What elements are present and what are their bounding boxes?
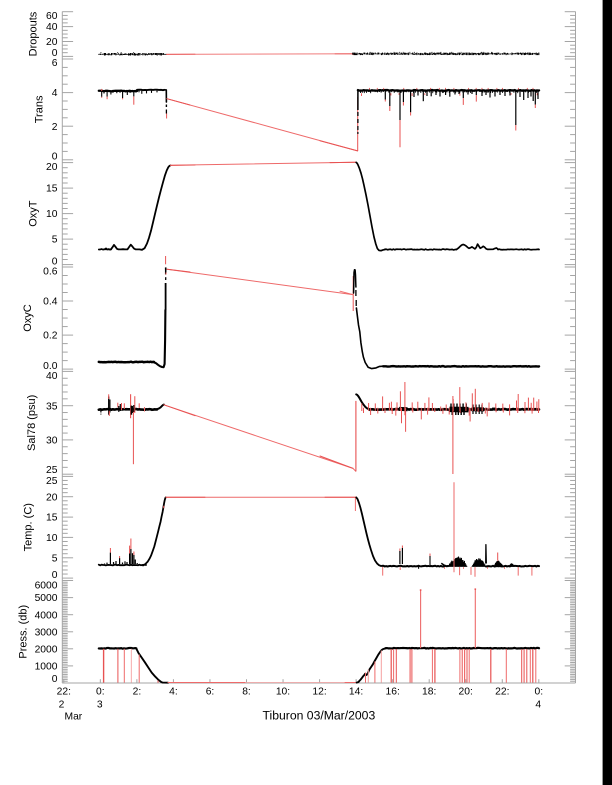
svg-text:6:: 6: <box>206 686 215 697</box>
svg-text:Mar: Mar <box>65 711 83 722</box>
svg-text:Temp. (C): Temp. (C) <box>23 503 35 551</box>
svg-text:4: 4 <box>535 699 541 710</box>
svg-text:30: 30 <box>46 436 58 447</box>
svg-text:40: 40 <box>46 371 58 382</box>
svg-text:60: 60 <box>46 11 58 22</box>
svg-text:Trans: Trans <box>34 95 46 123</box>
svg-text:5: 5 <box>52 553 58 564</box>
svg-text:20:: 20: <box>459 686 473 697</box>
svg-text:10: 10 <box>46 209 58 220</box>
svg-text:Press. (db): Press. (db) <box>18 605 30 659</box>
svg-text:10: 10 <box>46 533 58 544</box>
svg-text:1000: 1000 <box>35 662 58 673</box>
svg-text:0.4: 0.4 <box>43 297 58 308</box>
svg-text:0:: 0: <box>96 686 105 697</box>
svg-text:6000: 6000 <box>35 580 58 591</box>
svg-text:OxyC: OxyC <box>22 304 34 332</box>
svg-text:4: 4 <box>52 88 58 99</box>
svg-text:25: 25 <box>46 465 58 476</box>
svg-text:15: 15 <box>46 184 58 195</box>
svg-text:4000: 4000 <box>35 610 58 621</box>
svg-text:8:: 8: <box>242 686 251 697</box>
svg-text:5000: 5000 <box>35 593 58 604</box>
svg-text:2: 2 <box>52 122 58 133</box>
svg-text:20: 20 <box>46 492 58 503</box>
svg-text:2000: 2000 <box>35 644 58 655</box>
svg-text:0: 0 <box>52 152 58 163</box>
svg-text:35: 35 <box>46 401 58 412</box>
svg-text:6: 6 <box>52 58 58 69</box>
svg-text:3: 3 <box>97 699 103 710</box>
svg-text:22:: 22: <box>495 686 509 697</box>
svg-text:0:: 0: <box>535 686 544 697</box>
svg-text:4:: 4: <box>169 686 178 697</box>
svg-text:0.6: 0.6 <box>43 266 58 277</box>
svg-text:15: 15 <box>46 513 58 524</box>
svg-text:12:: 12: <box>312 686 326 697</box>
svg-text:16:: 16: <box>386 686 400 697</box>
svg-text:Dropouts: Dropouts <box>28 11 40 56</box>
svg-text:22:: 22: <box>57 686 71 697</box>
svg-text:0: 0 <box>52 256 58 267</box>
svg-text:40: 40 <box>46 22 58 33</box>
svg-text:0: 0 <box>52 674 58 685</box>
svg-text:0.0: 0.0 <box>43 361 58 372</box>
svg-text:14:: 14: <box>349 686 363 697</box>
svg-text:5: 5 <box>52 235 58 246</box>
svg-text:0.2: 0.2 <box>43 331 58 342</box>
svg-text:18:: 18: <box>422 686 436 697</box>
svg-text:Sal78 (psu): Sal78 (psu) <box>26 395 38 451</box>
svg-text:2:: 2: <box>133 686 142 697</box>
svg-text:3000: 3000 <box>35 627 58 638</box>
svg-text:Tiburon 03/Mar/2003: Tiburon 03/Mar/2003 <box>263 708 376 722</box>
svg-text:20: 20 <box>46 162 58 173</box>
svg-text:10:: 10: <box>276 686 290 697</box>
svg-text:0: 0 <box>52 48 58 59</box>
svg-text:20: 20 <box>46 37 58 48</box>
svg-text:25: 25 <box>46 476 58 487</box>
svg-text:0: 0 <box>52 570 58 581</box>
svg-text:2: 2 <box>59 699 65 710</box>
svg-text:OxyT: OxyT <box>28 200 40 227</box>
